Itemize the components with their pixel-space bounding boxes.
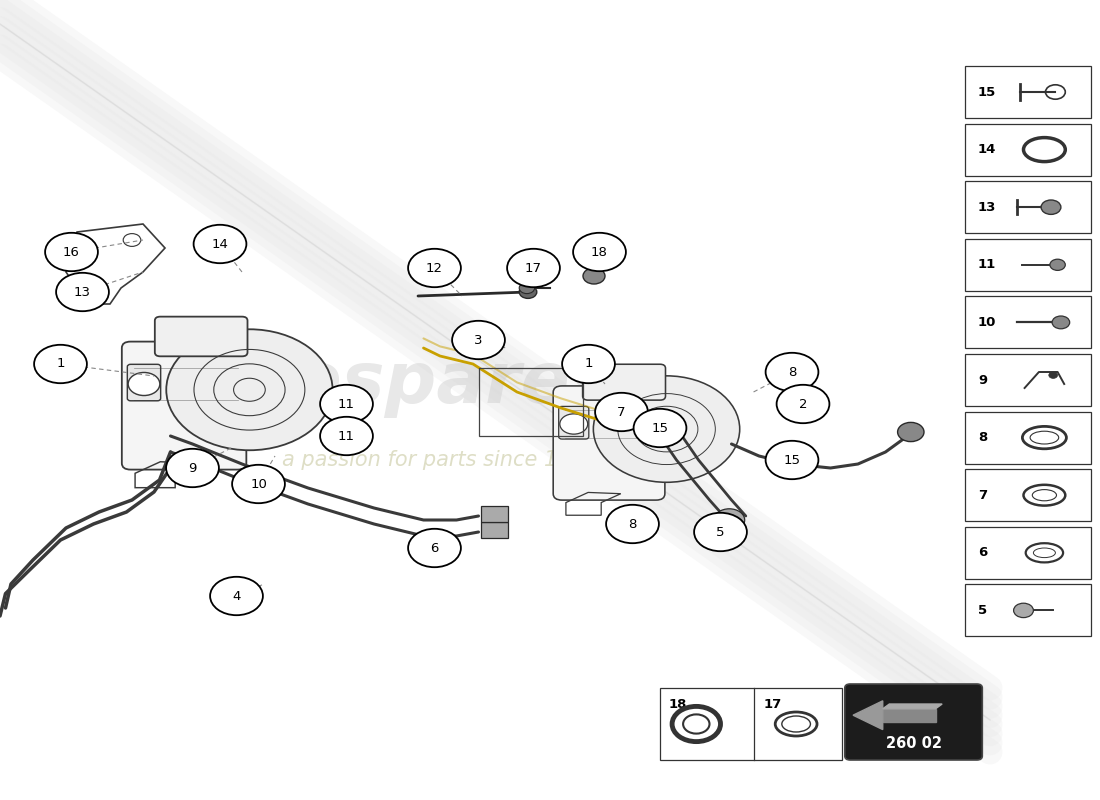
Text: 14: 14: [978, 143, 997, 156]
Text: 12: 12: [426, 262, 443, 274]
Text: 10: 10: [250, 478, 267, 490]
Text: 15: 15: [651, 422, 669, 434]
Bar: [965, 354, 1091, 406]
Circle shape: [766, 441, 818, 479]
Text: 2: 2: [799, 398, 807, 410]
FancyBboxPatch shape: [559, 406, 588, 439]
Circle shape: [519, 282, 535, 294]
Polygon shape: [854, 701, 882, 730]
Bar: [965, 238, 1091, 290]
Text: 8: 8: [978, 431, 987, 444]
Circle shape: [90, 290, 108, 302]
Circle shape: [320, 417, 373, 455]
Bar: [965, 469, 1091, 522]
Circle shape: [1041, 200, 1060, 214]
Circle shape: [210, 577, 263, 615]
Circle shape: [562, 345, 615, 383]
Circle shape: [452, 321, 505, 359]
Circle shape: [1048, 372, 1057, 378]
Circle shape: [166, 449, 219, 487]
Circle shape: [898, 422, 924, 442]
Circle shape: [56, 273, 109, 311]
Circle shape: [606, 505, 659, 543]
Text: 6: 6: [978, 546, 987, 559]
FancyBboxPatch shape: [553, 386, 664, 500]
Circle shape: [320, 385, 373, 423]
Circle shape: [232, 465, 285, 503]
Circle shape: [166, 330, 332, 450]
Circle shape: [1013, 603, 1033, 618]
Text: 9: 9: [188, 462, 197, 474]
Circle shape: [1049, 259, 1065, 270]
Text: 10: 10: [978, 316, 997, 329]
Circle shape: [634, 409, 686, 447]
Text: a passion for parts since 1985: a passion for parts since 1985: [283, 450, 597, 470]
Text: 11: 11: [338, 430, 355, 442]
Text: 11: 11: [978, 258, 997, 271]
Text: eurospares: eurospares: [156, 350, 614, 418]
Circle shape: [593, 376, 739, 482]
Circle shape: [408, 529, 461, 567]
Text: 15: 15: [978, 86, 997, 98]
FancyBboxPatch shape: [583, 364, 666, 400]
Text: 6: 6: [430, 542, 439, 554]
Circle shape: [128, 373, 160, 395]
Circle shape: [714, 509, 745, 531]
Text: 18: 18: [669, 698, 688, 710]
Text: 7: 7: [617, 406, 626, 418]
Circle shape: [123, 234, 141, 246]
Bar: [965, 526, 1091, 578]
Circle shape: [45, 233, 98, 271]
Bar: [965, 584, 1091, 636]
Text: 260 02: 260 02: [886, 736, 942, 751]
Polygon shape: [882, 709, 935, 722]
Polygon shape: [882, 704, 942, 709]
Circle shape: [766, 353, 818, 391]
Text: 5: 5: [716, 526, 725, 538]
Text: 13: 13: [978, 201, 997, 214]
Text: 8: 8: [788, 366, 796, 378]
Text: 4: 4: [232, 590, 241, 602]
Text: 14: 14: [211, 238, 229, 250]
Text: 1: 1: [584, 358, 593, 370]
Text: 8: 8: [628, 518, 637, 530]
Bar: [965, 297, 1091, 349]
Circle shape: [194, 225, 246, 263]
Circle shape: [560, 414, 587, 434]
Bar: [965, 66, 1091, 118]
Text: 3: 3: [474, 334, 483, 346]
Text: 17: 17: [763, 698, 781, 710]
Text: 5: 5: [978, 604, 987, 617]
Circle shape: [595, 393, 648, 431]
Circle shape: [694, 513, 747, 551]
FancyBboxPatch shape: [122, 342, 246, 470]
Circle shape: [519, 286, 537, 298]
Circle shape: [34, 345, 87, 383]
Text: 11: 11: [338, 398, 355, 410]
Bar: [478, 368, 583, 436]
Text: 18: 18: [591, 246, 608, 258]
Text: 7: 7: [978, 489, 987, 502]
Circle shape: [1052, 316, 1069, 329]
Text: 17: 17: [525, 262, 542, 274]
Text: 15: 15: [783, 454, 801, 466]
Bar: [965, 123, 1091, 175]
Circle shape: [777, 385, 829, 423]
Circle shape: [408, 249, 461, 287]
Bar: [481, 506, 508, 522]
FancyBboxPatch shape: [155, 317, 248, 356]
Bar: [965, 411, 1091, 463]
Text: 13: 13: [74, 286, 91, 298]
FancyBboxPatch shape: [845, 684, 982, 760]
Bar: [660, 688, 842, 760]
Circle shape: [573, 233, 626, 271]
Text: 1: 1: [56, 358, 65, 370]
FancyBboxPatch shape: [128, 364, 161, 401]
Circle shape: [583, 268, 605, 284]
Bar: [965, 181, 1091, 233]
Text: 9: 9: [978, 374, 987, 386]
Bar: [481, 522, 508, 538]
Text: 16: 16: [63, 246, 80, 258]
Circle shape: [507, 249, 560, 287]
